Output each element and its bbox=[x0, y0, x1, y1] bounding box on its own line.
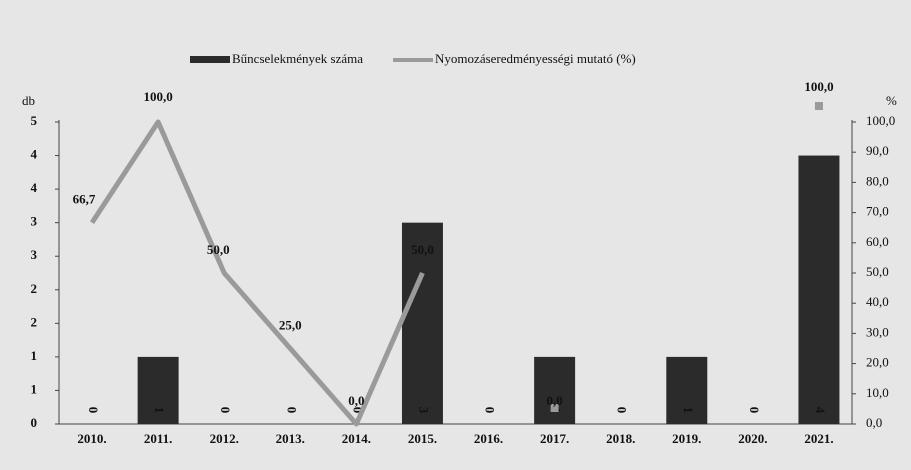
x-tick-label: 2012. bbox=[210, 431, 239, 446]
y2-tick-label: 10,0 bbox=[866, 385, 889, 400]
bar-value-label: 0 bbox=[483, 407, 498, 414]
line-value-label: 0,0 bbox=[547, 393, 563, 408]
bar bbox=[798, 155, 840, 425]
legend-label: Nyomozáseredményességi mutató (%) bbox=[435, 51, 636, 66]
y2-tick-label: 90,0 bbox=[866, 143, 889, 158]
line-value-label: 50,0 bbox=[207, 242, 230, 257]
line-value-label: 50,0 bbox=[411, 242, 434, 257]
x-tick-label: 2018. bbox=[606, 431, 635, 446]
y2-tick-label: 80,0 bbox=[866, 173, 889, 188]
bar bbox=[666, 356, 708, 424]
bar-value-label: 0 bbox=[350, 407, 365, 414]
bar-value-label: 0 bbox=[218, 407, 233, 414]
bar-value-label: 0 bbox=[615, 407, 630, 414]
bar-value-label: 1 bbox=[681, 407, 696, 414]
y2-tick-label: 0,0 bbox=[866, 415, 882, 430]
y-tick-label: 4 bbox=[31, 147, 38, 162]
x-tick-label: 2016. bbox=[474, 431, 503, 446]
line-value-label: 25,0 bbox=[279, 317, 302, 332]
y-tick-label: 3 bbox=[31, 247, 38, 262]
y-tick-label: 3 bbox=[31, 214, 38, 229]
legend-swatch bbox=[190, 56, 230, 63]
x-tick-label: 2020. bbox=[738, 431, 767, 446]
bar-value-label: 0 bbox=[86, 407, 101, 414]
y2-tick-label: 20,0 bbox=[866, 355, 889, 370]
bar-value-label: 0 bbox=[747, 407, 762, 414]
y2-tick-label: 60,0 bbox=[866, 234, 889, 249]
y-tick-label: 1 bbox=[31, 381, 38, 396]
line-value-label: 66,7 bbox=[73, 192, 96, 207]
bar-value-label: 3 bbox=[416, 407, 431, 414]
bar bbox=[401, 222, 443, 424]
line-point bbox=[550, 404, 559, 412]
y2-tick-label: 70,0 bbox=[866, 204, 889, 219]
bar-value-label: 1 bbox=[152, 407, 167, 414]
y-tick-label: 1 bbox=[31, 348, 38, 363]
legend-label: Bűncselekmények száma bbox=[232, 51, 363, 66]
x-tick-label: 2021. bbox=[804, 431, 833, 446]
y2-tick-label: 40,0 bbox=[866, 294, 889, 309]
y2-tick-label: 50,0 bbox=[866, 264, 889, 279]
y-axis-title: db bbox=[22, 93, 35, 108]
bar bbox=[137, 356, 179, 424]
y2-axis-title: % bbox=[886, 93, 897, 108]
y-tick-label: 4 bbox=[31, 180, 38, 195]
x-tick-label: 2014. bbox=[342, 431, 371, 446]
y-tick-label: 2 bbox=[31, 314, 38, 329]
line-value-label: 0,0 bbox=[348, 393, 364, 408]
line-value-label: 100,0 bbox=[804, 79, 833, 94]
x-tick-label: 2010. bbox=[77, 431, 106, 446]
x-tick-label: 2017. bbox=[540, 431, 569, 446]
y2-tick-label: 30,0 bbox=[866, 324, 889, 339]
x-tick-label: 2011. bbox=[144, 431, 173, 446]
line-point bbox=[814, 102, 823, 110]
y2-tick-label: 100,0 bbox=[866, 113, 895, 128]
x-tick-label: 2019. bbox=[672, 431, 701, 446]
bar bbox=[534, 356, 576, 424]
bar-value-label: 4 bbox=[813, 407, 828, 414]
x-tick-label: 2015. bbox=[408, 431, 437, 446]
bar-value-label: 0 bbox=[284, 407, 299, 414]
x-tick-label: 2013. bbox=[276, 431, 305, 446]
y-tick-label: 5 bbox=[31, 113, 38, 128]
y-tick-label: 0 bbox=[31, 415, 38, 430]
line-value-label: 100,0 bbox=[144, 89, 173, 104]
y-tick-label: 2 bbox=[31, 281, 38, 296]
